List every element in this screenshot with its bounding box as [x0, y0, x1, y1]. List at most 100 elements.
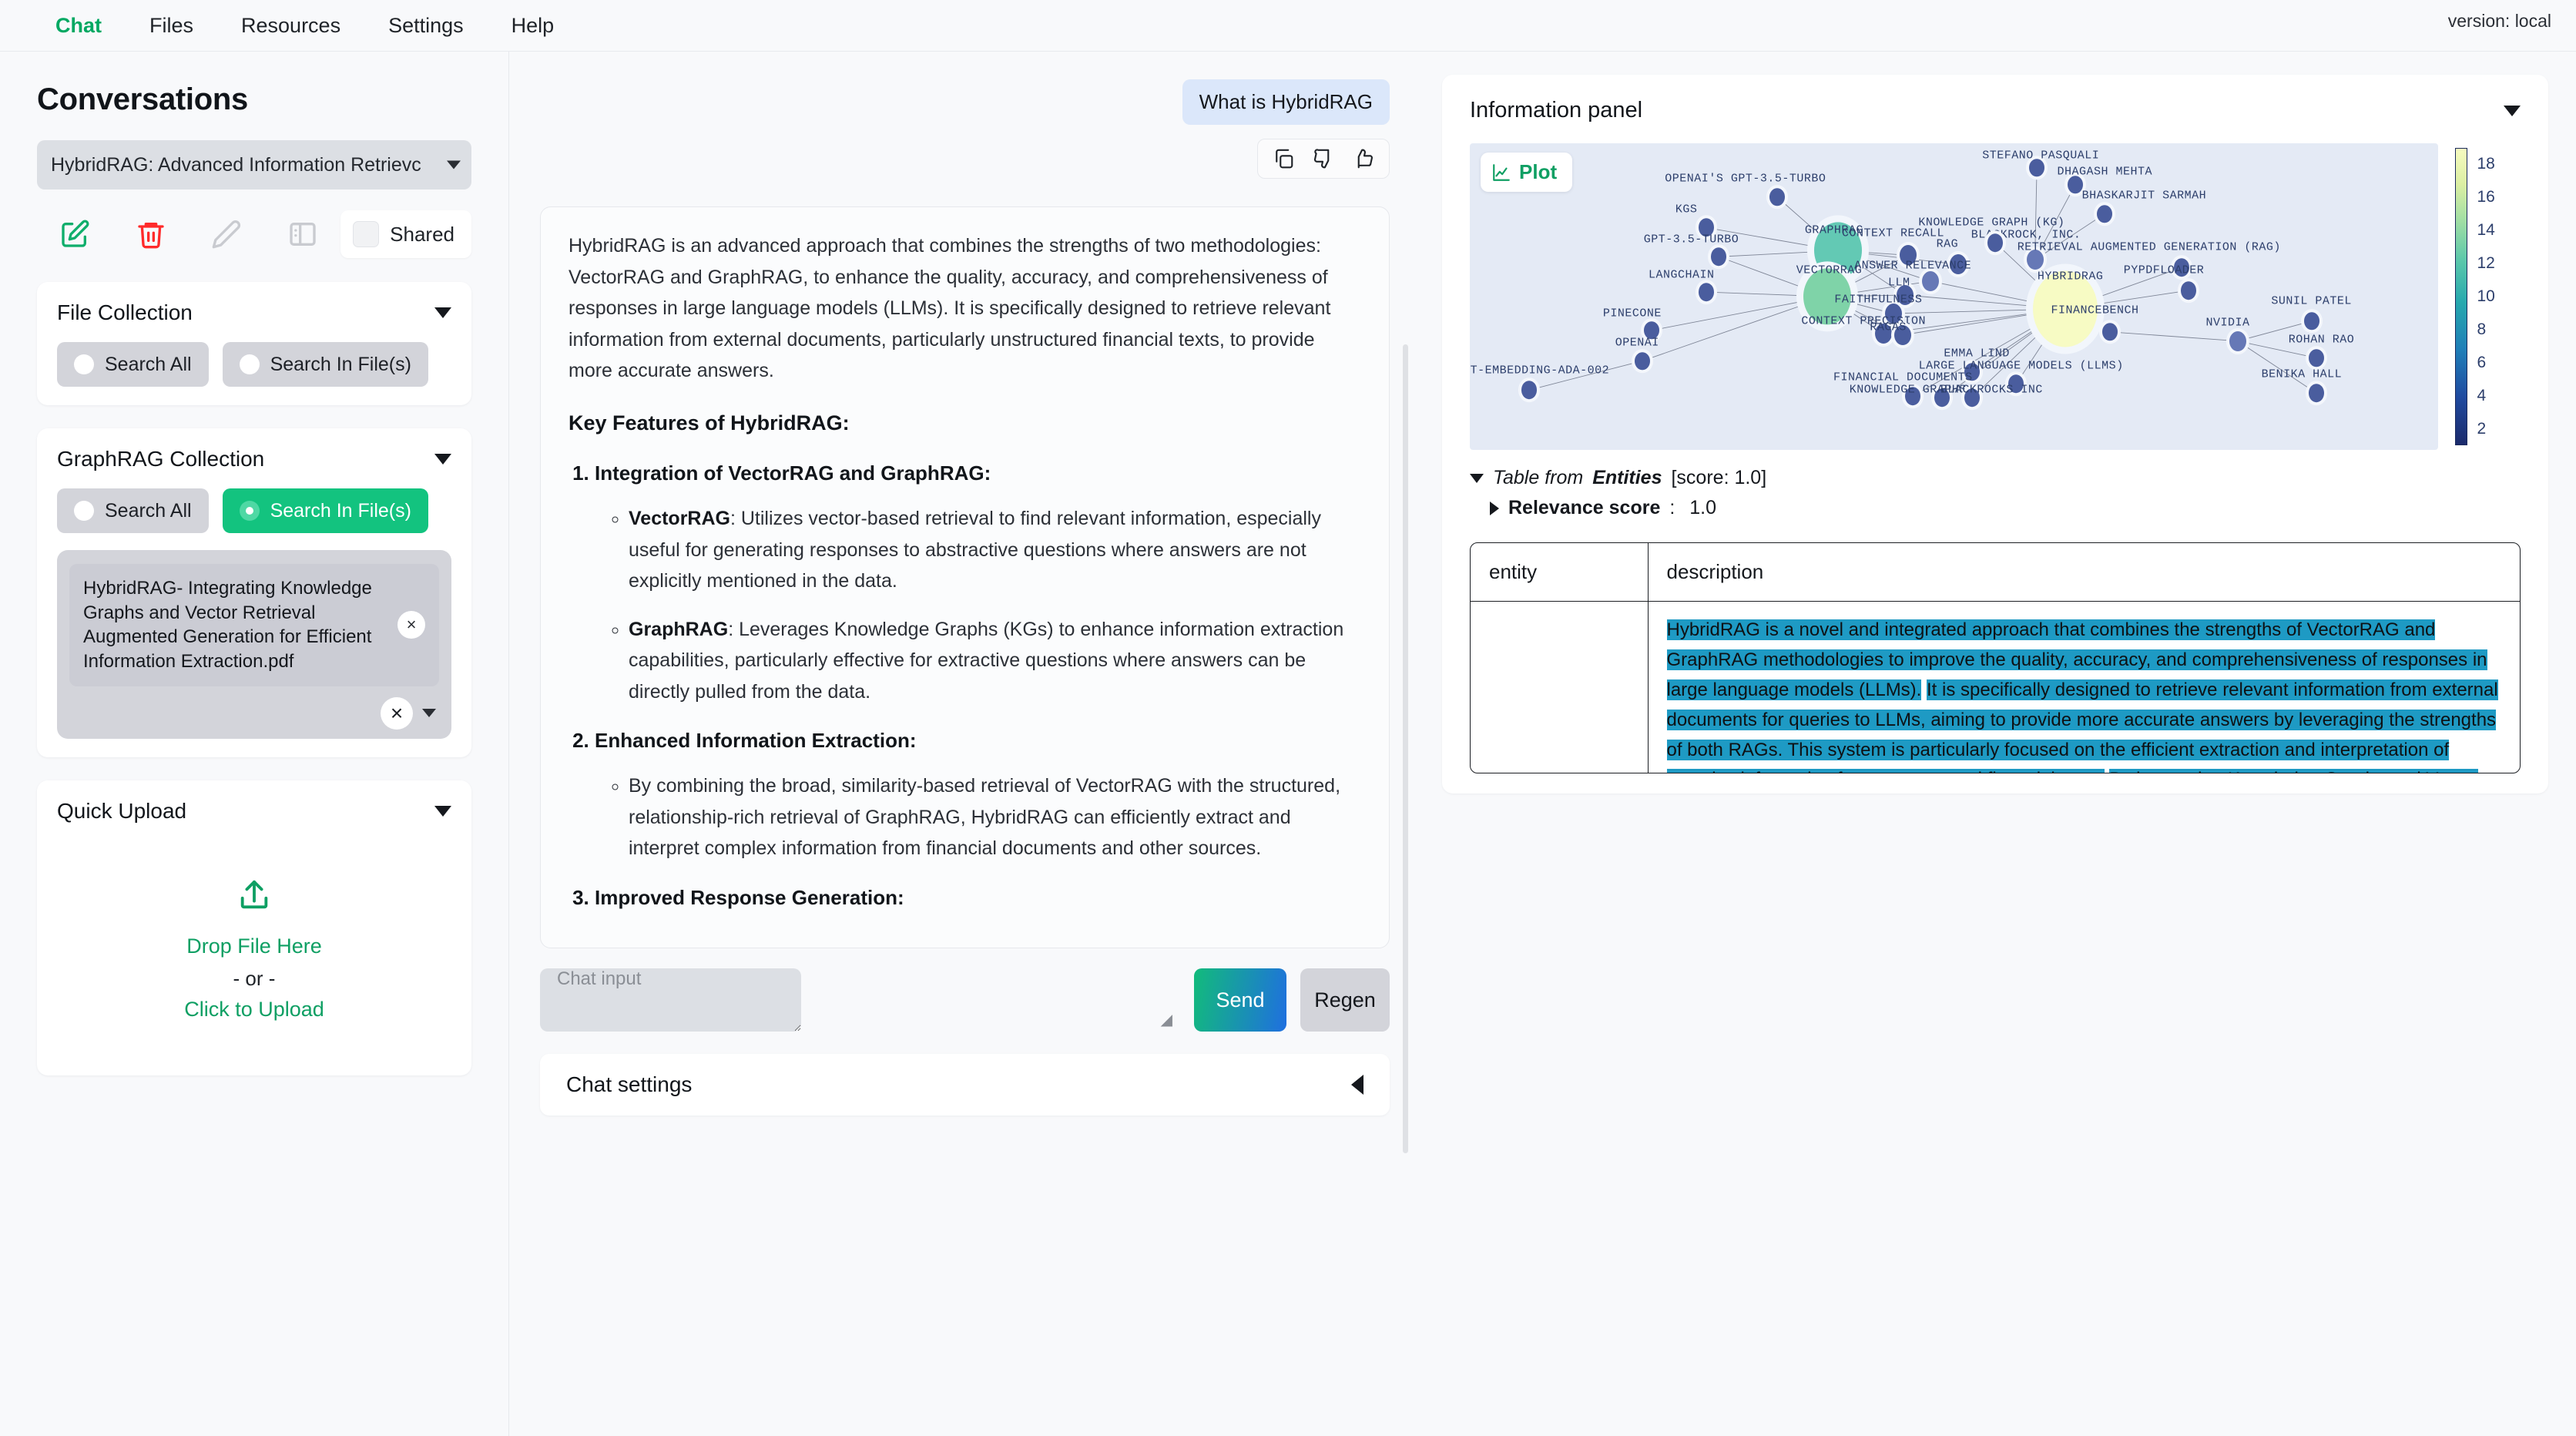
graph-node[interactable]	[1964, 388, 1980, 408]
chevron-down-icon[interactable]	[422, 709, 436, 718]
graph-node[interactable]	[1521, 381, 1537, 400]
file-collection-search-in-files[interactable]: Search In File(s)	[222, 342, 428, 387]
option-label: Search In File(s)	[270, 499, 411, 522]
graph-node[interactable]	[1803, 268, 1851, 325]
table-row: HYBRIDRAG HybridRAG is a novel and integ…	[1471, 601, 2520, 773]
graph-node[interactable]	[1644, 320, 1660, 340]
plot-tab-label: Plot	[1519, 160, 1558, 183]
chevron-down-icon[interactable]	[434, 454, 451, 465]
plot-tab[interactable]: Plot	[1481, 153, 1573, 192]
resize-grip-icon[interactable]: ◢	[1160, 1012, 1172, 1029]
delete-conversation-button[interactable]	[113, 219, 190, 250]
cell-entity: HYBRIDRAG	[1471, 601, 1649, 773]
graph-node[interactable]	[2026, 250, 2044, 270]
graph-node[interactable]	[1896, 285, 1914, 305]
file-collection-header[interactable]: File Collection	[57, 300, 451, 325]
colorbar-tick: 4	[2477, 386, 2487, 404]
thumbs-up-icon[interactable]	[1352, 147, 1375, 170]
triangle-right-icon[interactable]	[1490, 501, 1499, 515]
entities-table-card: entity description HYBRIDRAG HybridRAG i…	[1470, 542, 2521, 773]
file-drop-zone[interactable]: Drop File Here - or - Click to Upload	[57, 824, 451, 1057]
relevance-score-row[interactable]: Relevance score: 1.0	[1470, 497, 2521, 519]
graph-node[interactable]	[2008, 374, 2024, 394]
list-item: Improved Response Generation:	[595, 881, 1361, 914]
thumbs-down-icon[interactable]	[1312, 147, 1335, 170]
chevron-down-icon[interactable]	[434, 805, 451, 817]
chevron-left-icon[interactable]	[1351, 1075, 1363, 1095]
graph-node[interactable]	[2097, 204, 2113, 223]
graph-node[interactable]	[1884, 303, 1902, 324]
radio-icon	[239, 354, 260, 374]
click-to-upload-link[interactable]: Click to Upload	[184, 997, 324, 1021]
panel-toggle-button[interactable]	[265, 219, 341, 250]
graph-node[interactable]	[1698, 283, 1714, 301]
graph-node-label: ROHAN RAO	[2288, 333, 2355, 347]
shared-checkbox[interactable]	[353, 221, 380, 247]
graph-node[interactable]	[1949, 254, 1967, 275]
header-divider	[0, 51, 2576, 52]
chevron-down-icon[interactable]	[434, 307, 451, 318]
rename-conversation-button[interactable]	[189, 219, 265, 250]
nav-tab-help[interactable]: Help	[511, 13, 555, 37]
triangle-down-icon[interactable]	[1470, 473, 1484, 483]
graph-node[interactable]	[2309, 384, 2325, 403]
graphrag-collection-header[interactable]: GraphRAG Collection	[57, 447, 451, 471]
nav-tab-files[interactable]: Files	[149, 13, 194, 37]
graph-node[interactable]	[1894, 324, 1912, 345]
nav-tab-resources[interactable]: Resources	[241, 13, 341, 37]
quick-upload-header[interactable]: Quick Upload	[57, 799, 451, 824]
graph-node[interactable]	[1922, 271, 1940, 292]
shared-toggle[interactable]: Shared	[340, 210, 471, 258]
graph-node[interactable]	[1934, 388, 1950, 408]
file-collection-search-all[interactable]: Search All	[57, 342, 209, 387]
nav-tab-chat[interactable]: Chat	[55, 13, 102, 37]
chat-input[interactable]	[540, 968, 801, 1032]
entity-network-graph[interactable]: Plot STEFANO PASQUALI DHAGASH MEHTA BHASKA…	[1470, 143, 2439, 450]
conversation-select[interactable]: HybridRAG: Advanced Information Retrievc	[37, 140, 471, 190]
graph-node[interactable]	[2029, 159, 2045, 177]
graph-node[interactable]	[2180, 281, 2196, 300]
graph-node[interactable]	[1905, 387, 1921, 406]
option-label: Search All	[105, 499, 192, 522]
graph-node[interactable]	[1698, 218, 1714, 237]
graph-node-label: OPENAI'S GPT-3.5-TURBO	[1665, 172, 1826, 186]
graph-node-label: GPT-3.5-TURBO	[1643, 233, 1739, 247]
graph-node-label: LANGCHAIN	[1649, 268, 1715, 282]
file-collection-card: File Collection Search All Search In Fil…	[37, 282, 471, 405]
graph-node[interactable]	[2033, 270, 2098, 347]
clear-all-files-icon[interactable]: ×	[381, 696, 413, 730]
graph-node[interactable]	[2067, 175, 2083, 194]
chat-settings-panel[interactable]: Chat settings	[540, 1054, 1390, 1116]
graph-node[interactable]	[1874, 323, 1892, 344]
graph-node[interactable]	[2303, 312, 2319, 330]
graph-node[interactable]	[1899, 245, 1917, 266]
graphrag-search-all[interactable]: Search All	[57, 488, 209, 533]
colorbar-tick: 2	[2477, 419, 2487, 438]
remove-file-icon[interactable]: ×	[397, 611, 425, 639]
graph-node[interactable]	[2173, 258, 2189, 277]
table-from-entities-row[interactable]: Table from Entities [score: 1.0]	[1470, 467, 2521, 489]
graph-node-label: CONTEXT PRECISION	[1801, 314, 1926, 328]
chat-scrollbar[interactable]	[1403, 344, 1408, 1153]
graph-node[interactable]	[2229, 330, 2246, 351]
graph-node[interactable]	[1634, 351, 1650, 371]
new-conversation-button[interactable]	[37, 219, 113, 250]
graph-node[interactable]	[2309, 348, 2325, 367]
nav-tab-settings[interactable]: Settings	[388, 13, 464, 37]
feature-sublist: By combining the broad, similarity-based…	[629, 770, 1361, 864]
regen-button[interactable]: Regen	[1300, 968, 1390, 1032]
graphrag-search-in-files[interactable]: Search In File(s)	[222, 488, 428, 533]
copy-icon[interactable]	[1272, 147, 1295, 170]
send-button[interactable]: Send	[1194, 968, 1286, 1032]
graph-node[interactable]	[1964, 362, 1980, 381]
file-chip[interactable]: HybridRAG- Integrating Knowledge Graphs …	[69, 564, 439, 686]
graphrag-collection-options: Search All Search In File(s)	[57, 488, 451, 533]
information-panel-header[interactable]: Information panel	[1470, 98, 2521, 123]
graph-node[interactable]	[2101, 322, 2118, 341]
information-panel-title: Information panel	[1470, 98, 1643, 122]
chevron-down-icon[interactable]	[2504, 105, 2521, 116]
graph-node[interactable]	[1711, 247, 1727, 267]
graph-node[interactable]	[1769, 187, 1785, 206]
graph-node[interactable]	[1987, 233, 2004, 253]
table-from-prefix: Table from	[1493, 467, 1584, 488]
